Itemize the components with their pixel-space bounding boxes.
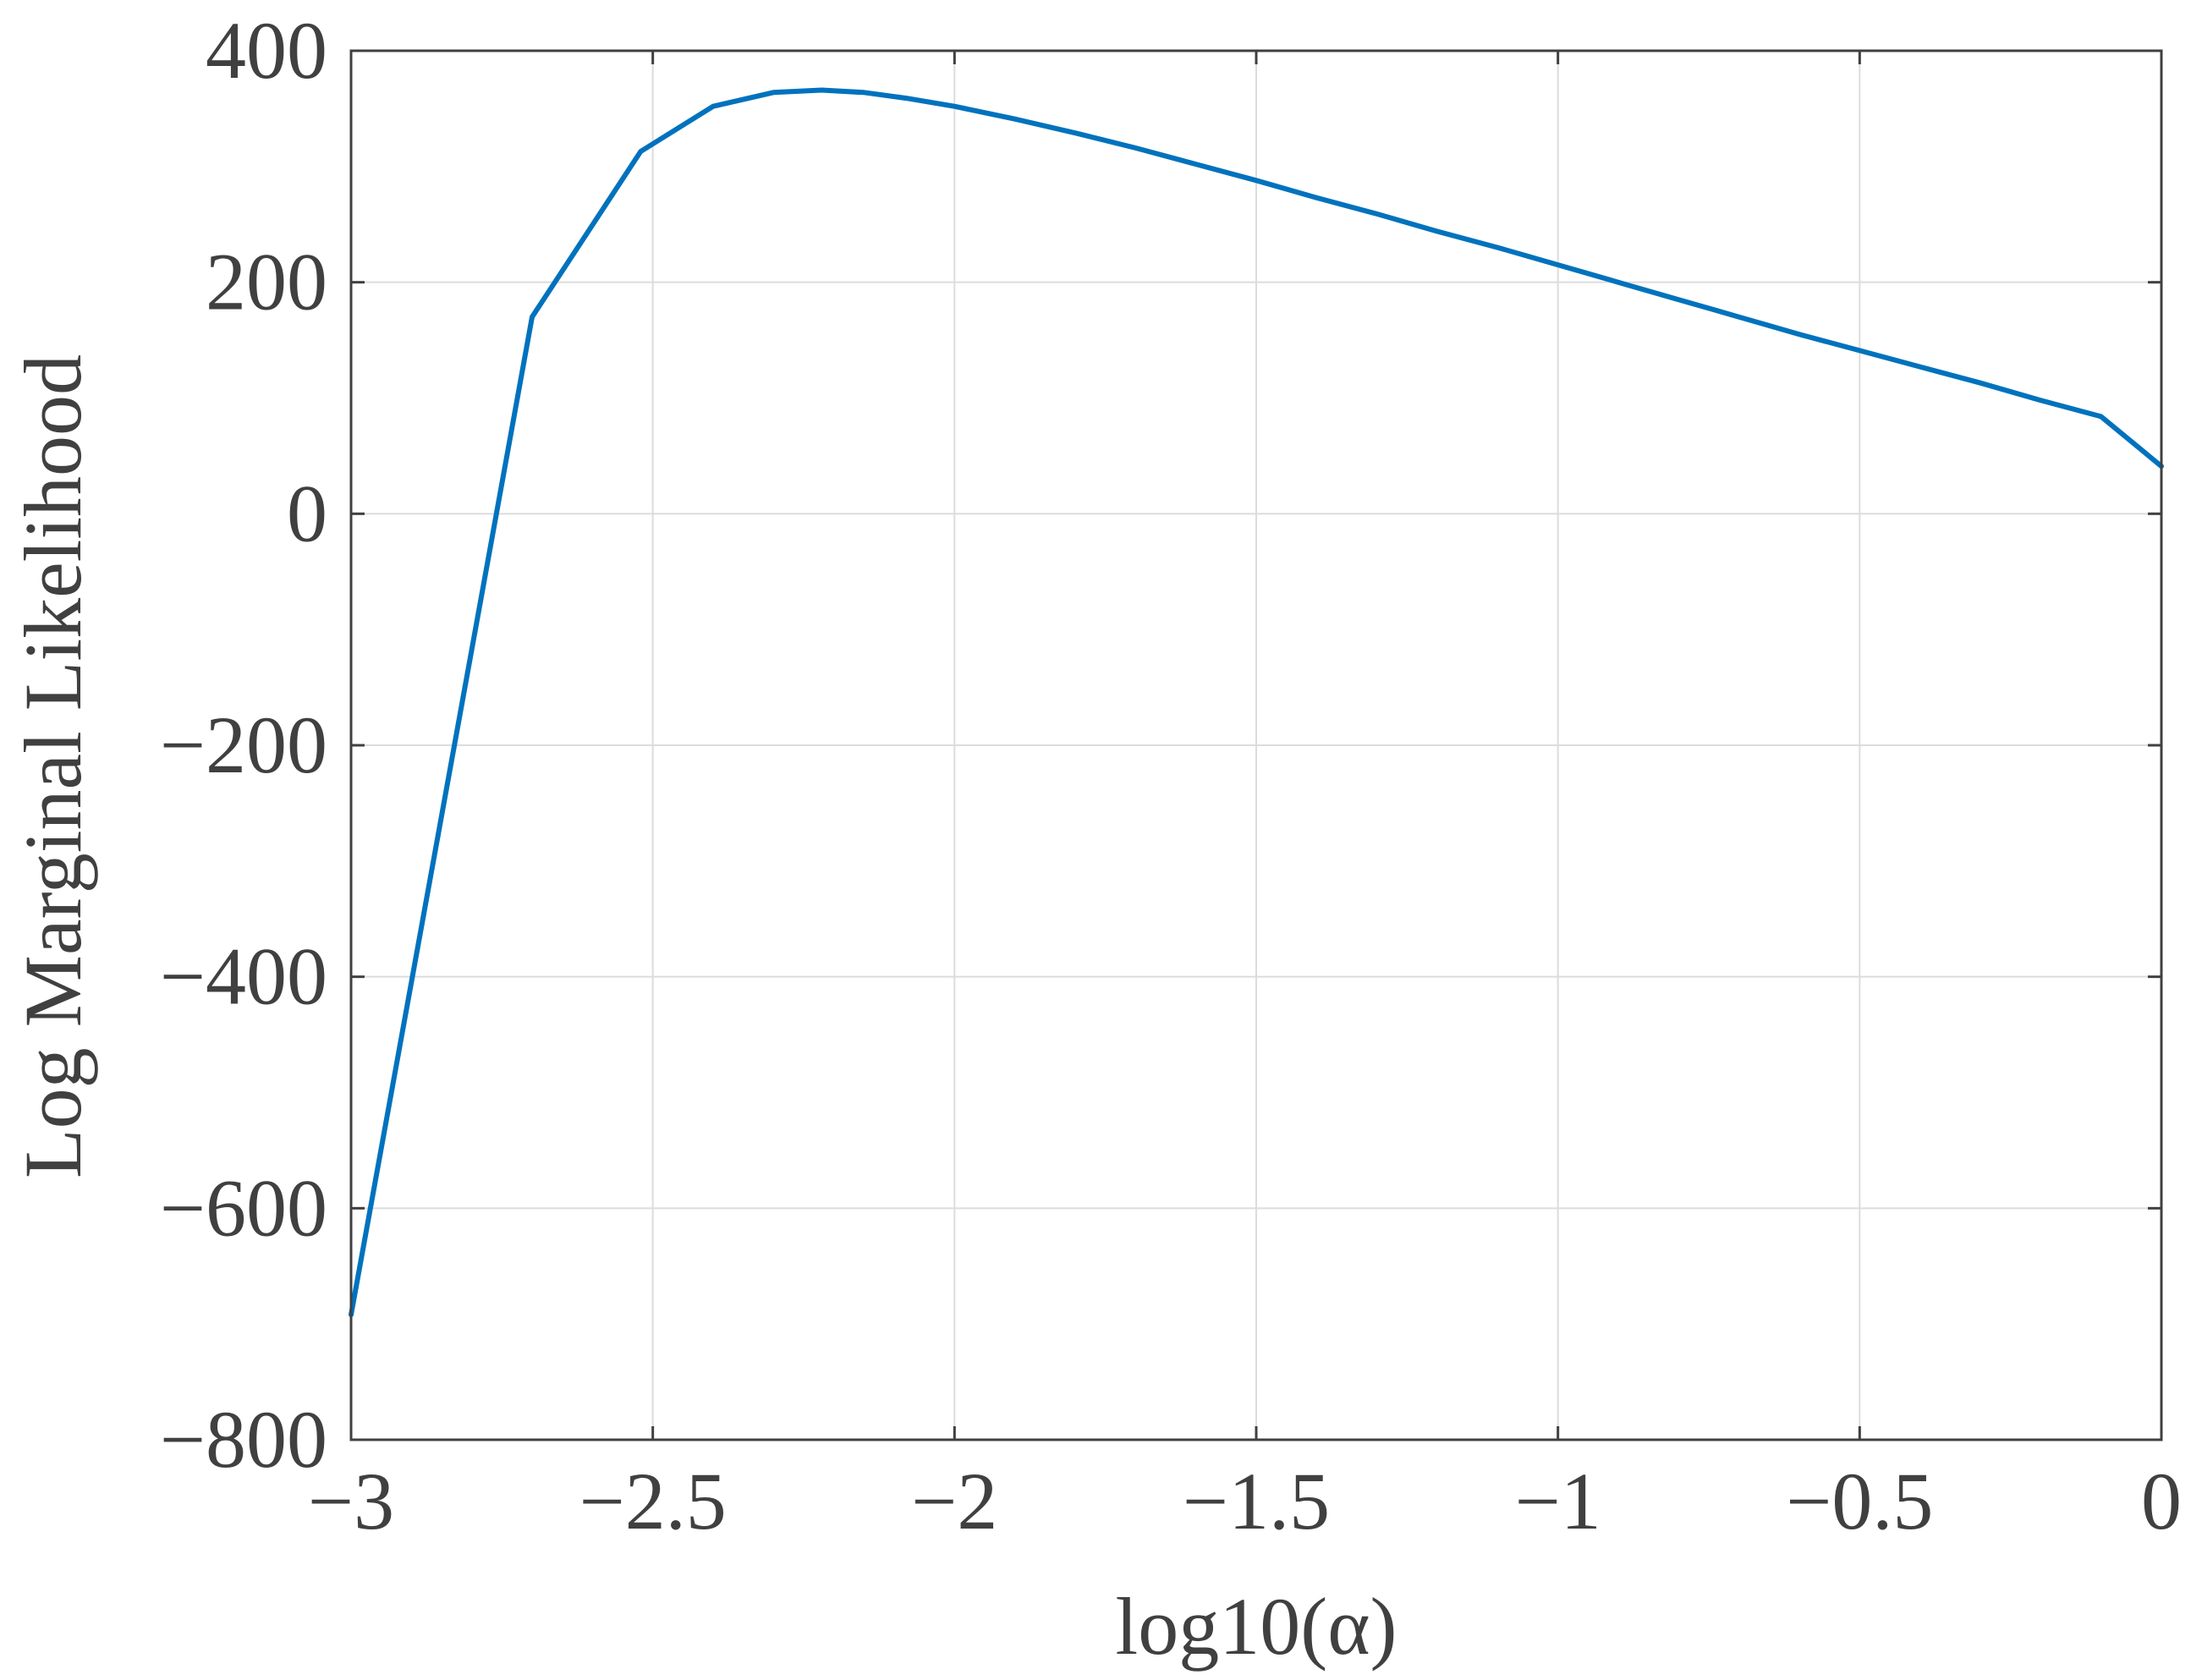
y-tick-label: −400 <box>160 931 327 1022</box>
x-tick-label: −2 <box>911 1456 997 1546</box>
y-tick-label: 0 <box>287 468 327 558</box>
y-tick-label: −600 <box>160 1162 327 1253</box>
x-tick-label: −3 <box>308 1456 394 1546</box>
y-tick-label: 200 <box>206 237 327 327</box>
y-axis-label: Log Marginal Likelihood <box>8 354 98 1178</box>
y-tick-label: 400 <box>206 5 327 96</box>
x-tick-label: −1 <box>1515 1456 1601 1546</box>
series-layer <box>349 87 2164 1318</box>
series-line-0 <box>349 87 2164 1318</box>
y-tick-label: −200 <box>160 700 327 790</box>
x-tick-labels: −3 −2.5 −2 −1.5 −1 −0.5 0 <box>308 1456 2182 1546</box>
x-tick-label: −0.5 <box>1786 1456 1933 1546</box>
x-tick-label: −1.5 <box>1183 1456 1330 1546</box>
x-tick-label: −2.5 <box>579 1456 727 1546</box>
x-axis-label: log10(α) <box>1116 1581 1398 1672</box>
y-tick-label: −800 <box>160 1394 327 1485</box>
y-tick-labels: −800 −600 −400 −200 0 200 400 <box>160 5 327 1485</box>
tick-marks <box>349 49 2163 1441</box>
grid-lines <box>350 50 2162 1441</box>
x-tick-label: 0 <box>2141 1456 2182 1546</box>
